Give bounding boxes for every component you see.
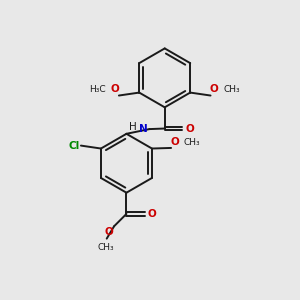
Text: O: O [185, 124, 194, 134]
Text: CH₃: CH₃ [224, 85, 240, 94]
Text: O: O [105, 227, 113, 237]
Text: O: O [210, 84, 219, 94]
Text: O: O [111, 84, 119, 94]
Text: H₃C: H₃C [89, 85, 106, 94]
Text: Cl: Cl [68, 141, 80, 151]
Text: N: N [140, 124, 148, 134]
Text: CH₃: CH₃ [98, 243, 114, 252]
Text: O: O [148, 209, 156, 219]
Text: H: H [129, 122, 136, 132]
Text: O: O [170, 137, 179, 147]
Text: CH₃: CH₃ [184, 138, 200, 147]
